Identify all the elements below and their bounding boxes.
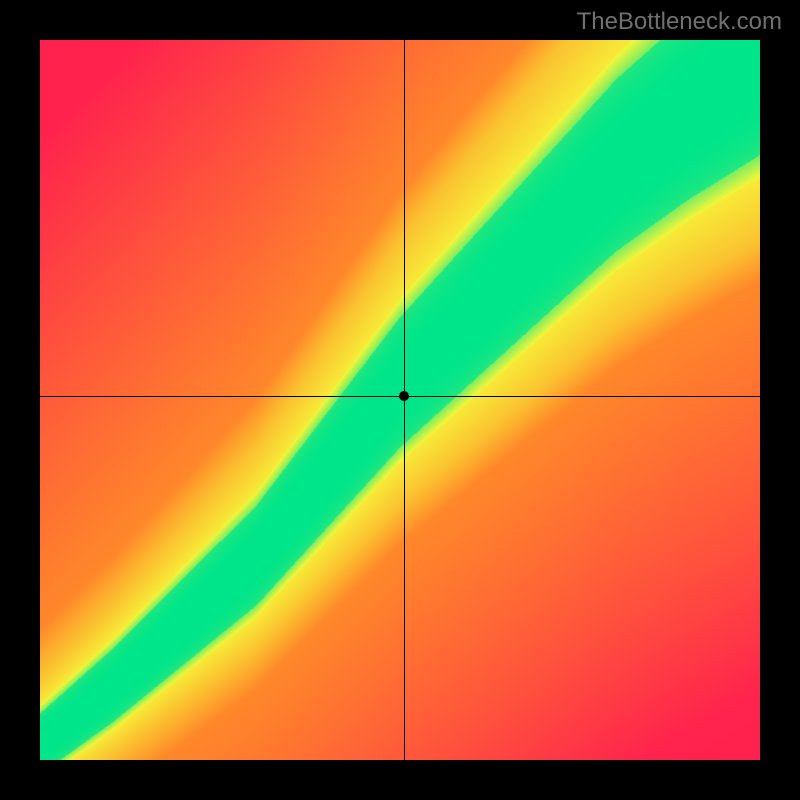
crosshair-point xyxy=(399,391,409,401)
watermark-label: TheBottleneck.com xyxy=(577,8,782,36)
bottleneck-heatmap xyxy=(40,40,760,760)
